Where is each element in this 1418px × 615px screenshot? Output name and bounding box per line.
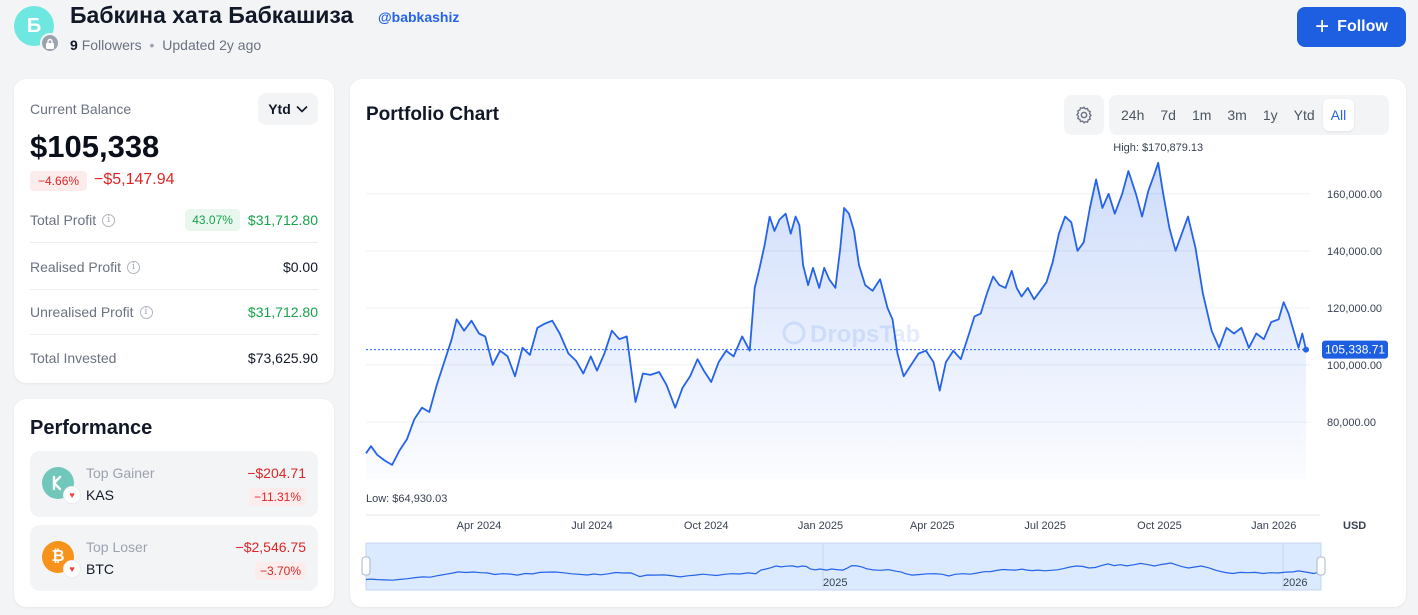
total-profit-row: Total Profit i 43.07% $31,712.80 [30, 198, 318, 243]
period-dropdown-value: Ytd [268, 101, 291, 117]
current-balance-value: $105,338 [30, 129, 160, 164]
top-loser-pct: −3.70% [254, 562, 306, 580]
unrealised-profit-row: Unrealised Profit i $31,712.80 [30, 290, 318, 335]
balance-card: Current Balance Ytd $105,338 −4.66% −$5,… [14, 79, 334, 383]
top-gainer-label: Top Gainer [86, 465, 155, 481]
currency-label: USD [1343, 520, 1366, 532]
total-profit-value: $31,712.80 [247, 212, 318, 228]
total-profit-label: Total Profit [30, 212, 97, 228]
x-tick-label: Jul 2025 [1024, 520, 1066, 532]
portfolio-chart-card: DropsTab 80,000.00100,000.00120,000.0014… [350, 79, 1406, 607]
portfolio-chart[interactable]: DropsTab 80,000.00100,000.00120,000.0014… [350, 79, 1406, 607]
svg-text:105,338.71: 105,338.71 [1325, 343, 1385, 357]
profile-header: Б Бабкина хата Бабкашиза @babkashiz 9 Fo… [0, 0, 1418, 70]
chevron-down-icon [296, 105, 308, 113]
balance-change-abs: −$5,147.94 [94, 171, 175, 188]
unrealised-profit-label: Unrealised Profit [30, 304, 134, 320]
range-navigator[interactable]: 2025 2026 [361, 542, 1326, 591]
x-tick-label: Apr 2024 [457, 520, 502, 532]
realised-profit-label: Realised Profit [30, 259, 122, 275]
x-tick-label: Apr 2025 [910, 520, 955, 532]
range-7d[interactable]: 7d [1160, 107, 1176, 123]
top-gainer-symbol: KAS [86, 487, 115, 503]
top-loser-label: Top Loser [86, 539, 148, 555]
chart-title: Portfolio Chart [366, 104, 499, 125]
y-tick-label: 160,000.00 [1327, 189, 1382, 201]
performance-title: Performance [30, 417, 153, 439]
x-tick-label: Jan 2026 [1251, 520, 1296, 532]
total-invested-label: Total Invested [30, 349, 117, 366]
unrealised-profit-value: $31,712.80 [247, 304, 318, 320]
top-gainer-item[interactable]: ♥ Top Gainer KAS −$204.71 −11.31% [30, 451, 318, 517]
current-point [1303, 346, 1309, 353]
heart-icon: ♥ [64, 561, 80, 577]
realised-profit-row: Realised Profit i $0.00 [30, 245, 318, 290]
kas-coin-icon [42, 467, 74, 499]
top-loser-symbol: BTC [86, 561, 114, 577]
range-1m[interactable]: 1m [1191, 107, 1212, 123]
y-tick-label: 140,000.00 [1327, 246, 1382, 258]
x-tick-label: Jan 2025 [798, 520, 843, 532]
plus-icon: + [1315, 13, 1330, 40]
current-price-tag: 105,338.71 [1322, 340, 1388, 359]
top-loser-item[interactable]: ₿ ♥ Top Loser BTC −$2,546.75 −3.70% [30, 525, 318, 591]
y-tick-label: 80,000.00 [1327, 417, 1376, 429]
total-profit-pct: 43.07% [185, 209, 240, 231]
range-selector: 24h 7d 1m 3m 1y Ytd All [1109, 95, 1389, 135]
top-gainer-pct: −11.31% [249, 488, 306, 506]
y-tick-label: 120,000.00 [1327, 303, 1382, 315]
y-tick-label: 100,000.00 [1327, 360, 1382, 372]
followers-label[interactable]: Followers [81, 37, 142, 53]
high-annotation: High: $170,879.13 [1113, 142, 1203, 154]
info-icon[interactable]: i [127, 260, 141, 274]
heart-icon: ♥ [64, 487, 80, 503]
area-fill [366, 162, 1306, 480]
avatar: Б [14, 6, 54, 46]
range-24h[interactable]: 24h [1121, 107, 1145, 123]
realised-profit-value: $0.00 [282, 259, 318, 275]
info-icon[interactable]: i [139, 305, 153, 319]
period-dropdown[interactable]: Ytd [258, 93, 318, 125]
performance-card: Performance ♥ Top Gainer KAS −$204.71 −1… [14, 399, 334, 607]
info-icon[interactable]: i [102, 213, 116, 227]
total-invested-value: $73,625.90 [247, 349, 318, 366]
range-ytd[interactable]: Ytd [1293, 107, 1315, 123]
top-gainer-value: −$204.71 [247, 465, 306, 481]
navigator-left-handle[interactable] [361, 556, 371, 576]
follow-label: Follow [1337, 18, 1388, 35]
chart-settings-button[interactable] [1064, 95, 1104, 135]
followers-count: 9 [70, 37, 78, 53]
x-tick-label: Jul 2024 [571, 520, 613, 532]
user-handle-link[interactable]: @babkashiz [378, 9, 460, 25]
navigator-label-2025: 2025 [823, 577, 847, 589]
current-balance-label: Current Balance [30, 101, 132, 117]
top-loser-value: −$2,546.75 [235, 539, 306, 555]
range-all[interactable]: All [1322, 99, 1355, 131]
series-line [365, 161, 1307, 466]
x-tick-label: Oct 2025 [1137, 520, 1182, 532]
low-annotation: Low: $64,930.03 [366, 493, 447, 505]
range-3m[interactable]: 3m [1227, 107, 1247, 123]
profile-meta: 9 Followers • Updated 2y ago [70, 37, 261, 53]
total-invested-row: Total Invested $73,625.90 [30, 335, 318, 380]
balance-change-pct: −4.66% [30, 171, 88, 191]
meta-separator: • [149, 37, 155, 53]
lock-icon [40, 33, 60, 53]
follow-button[interactable]: + Follow [1297, 7, 1406, 47]
range-1y[interactable]: 1y [1262, 107, 1278, 123]
updated-text: Updated 2y ago [162, 37, 262, 53]
portfolio-title: Бабкина хата Бабкашиза [70, 2, 354, 28]
x-tick-label: Oct 2024 [684, 520, 729, 532]
navigator-label-2026: 2026 [1283, 577, 1307, 589]
navigator-right-handle[interactable] [1316, 556, 1326, 576]
gear-icon [1076, 106, 1092, 124]
